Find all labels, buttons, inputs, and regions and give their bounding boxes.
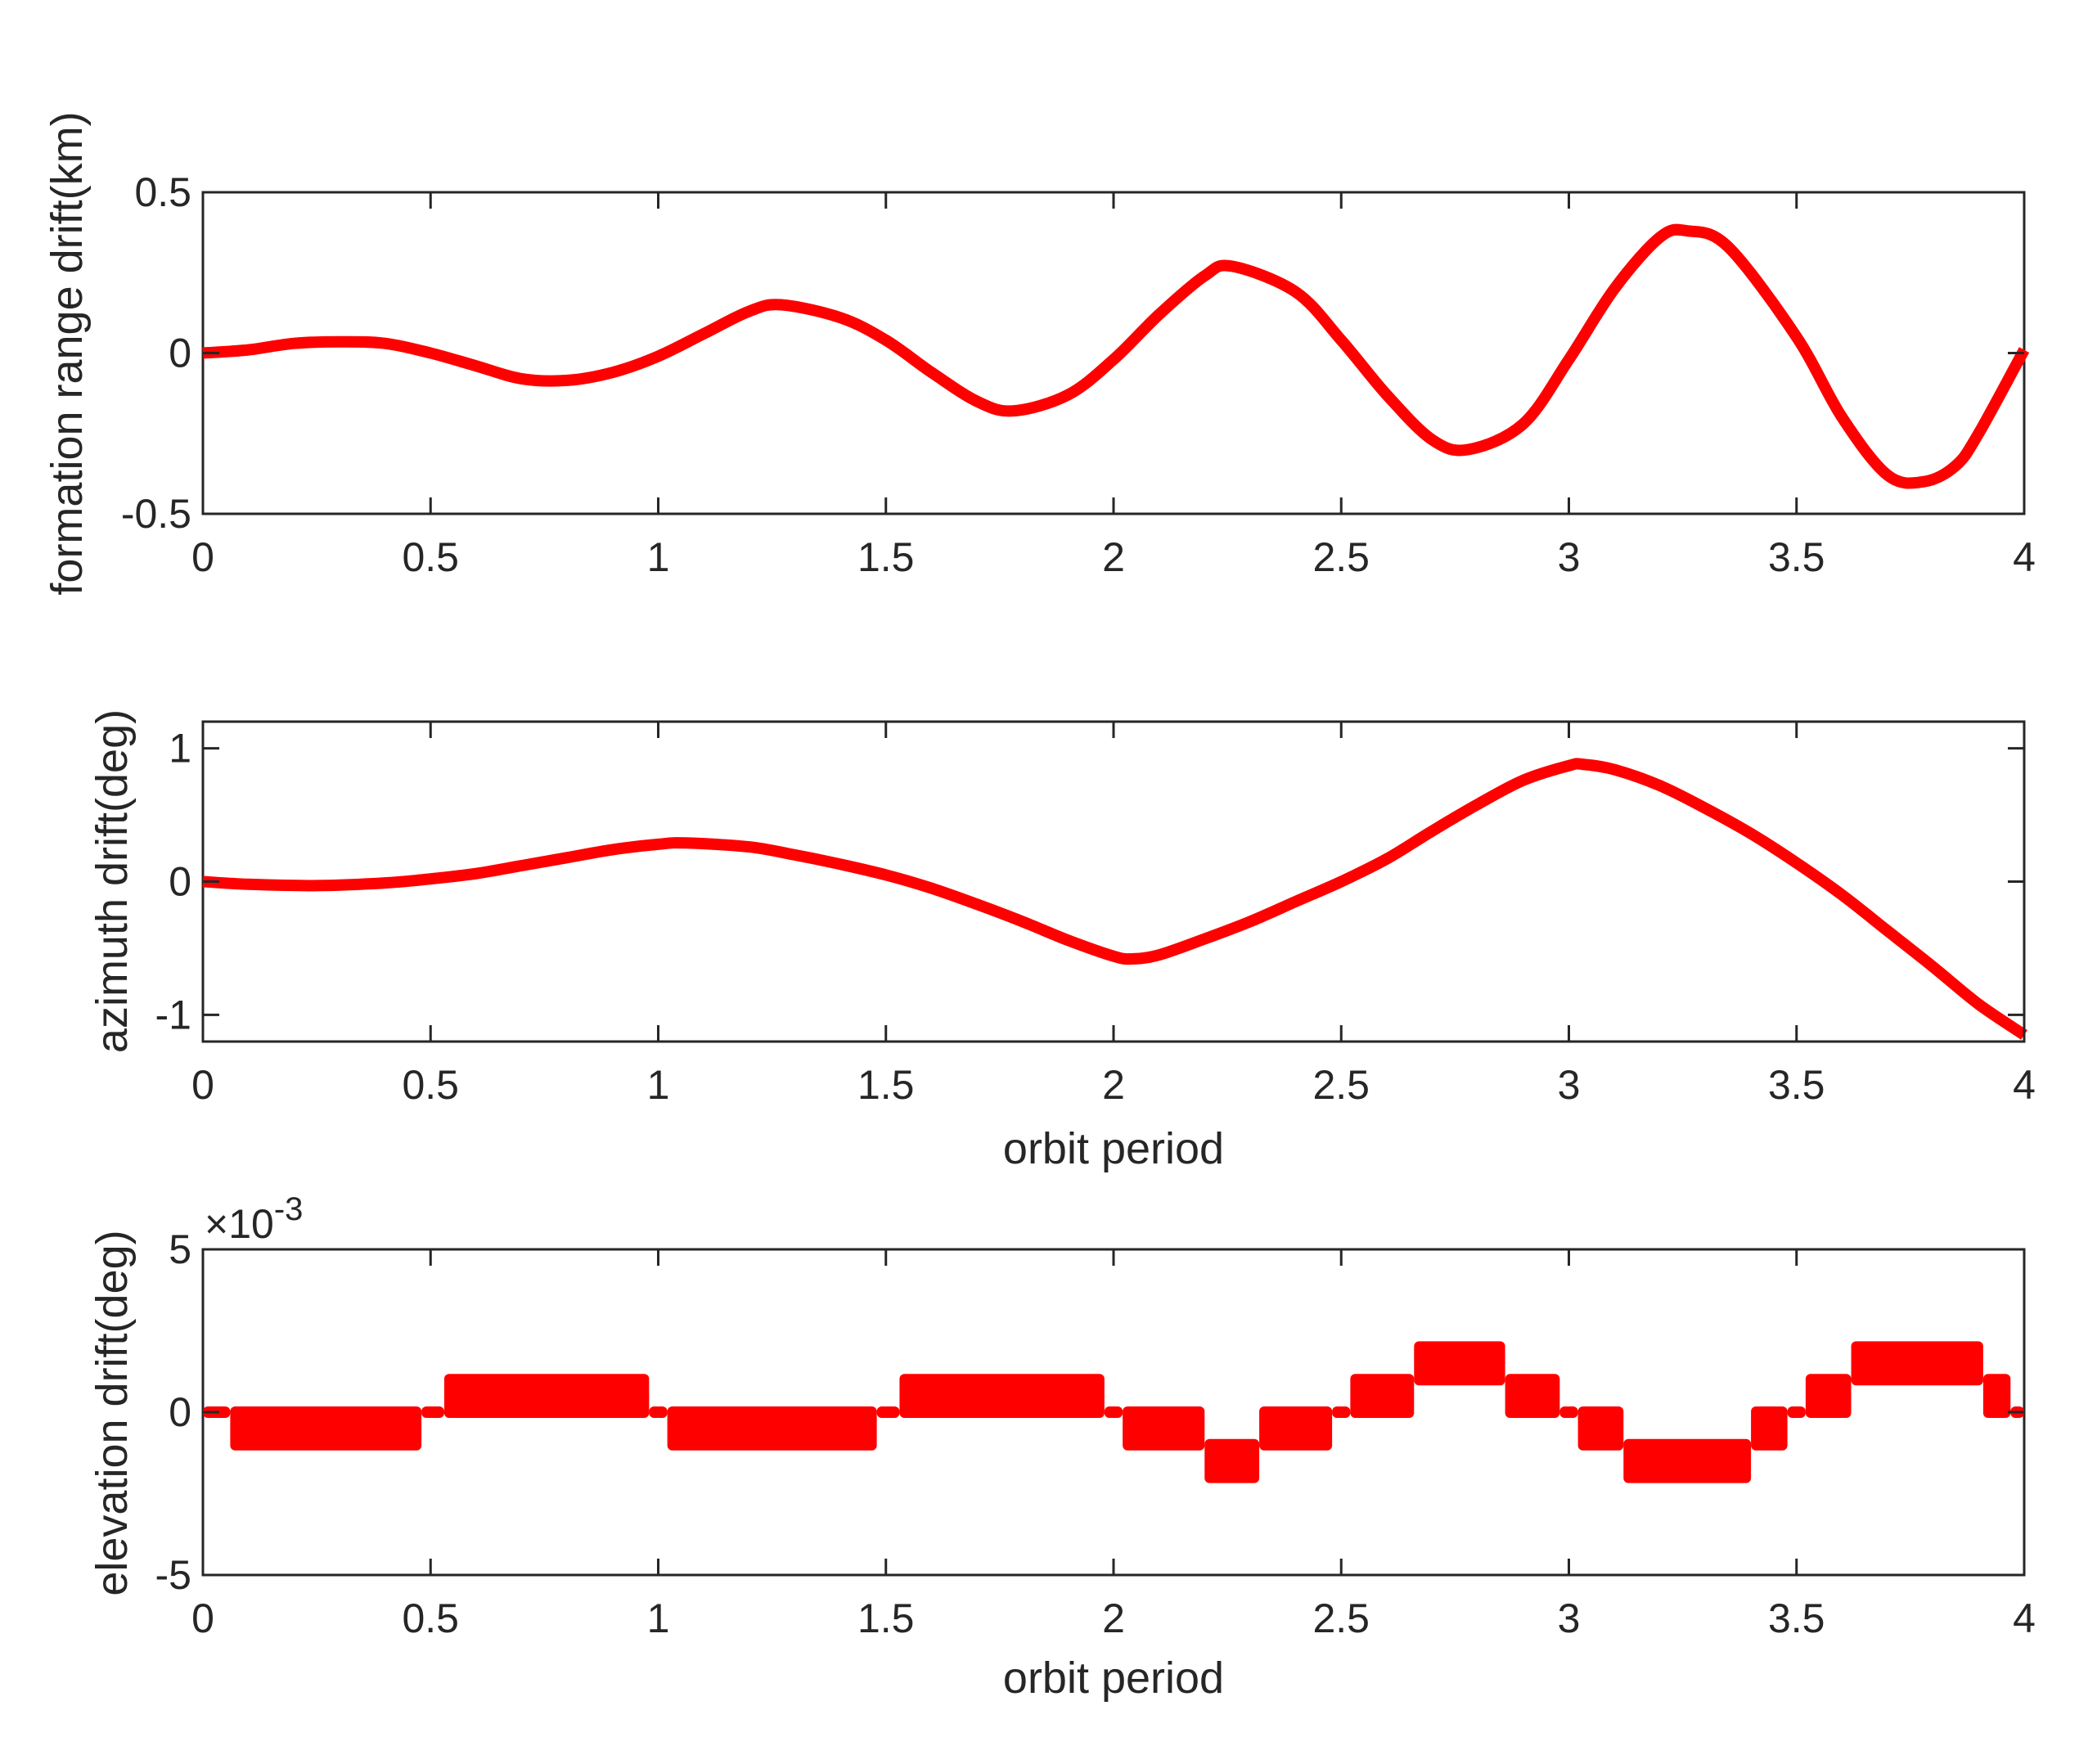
elevation-tick-marks [201,1248,2026,1577]
range-x-tick-label-8: 4 [2013,534,2036,580]
azimuth-x-axis-label: orbit period [1003,1124,1224,1173]
elevation-x-tick-label-6: 3 [1558,1595,1581,1641]
range-x-tick-label-6: 3 [1558,534,1581,580]
azimuth-x-tick-label-4: 2 [1102,1062,1125,1108]
range-x-tick-label-4: 2 [1102,534,1125,580]
azimuth-x-tick-label-2: 1 [647,1062,670,1108]
elevation-quantized-band-16 [1559,1406,1578,1418]
azimuth-tick-marks [201,722,2026,1042]
elevation-quantized-band-12 [1332,1406,1351,1418]
elevation-quantized-band-8 [1104,1406,1123,1418]
elevation-quantized-band-11 [1259,1406,1333,1451]
range-y-tick-labels: -0.5 0 0.5 [121,169,191,537]
azimuth-x-tick-label-8: 4 [2013,1062,2036,1108]
azimuth-x-tick-label-6: 3 [1558,1062,1581,1108]
range-x-tick-label-7: 3.5 [1768,534,1825,580]
elevation-quantized-band-4 [649,1406,668,1418]
elevation-exponent-power: -3 [274,1191,304,1227]
azimuth-x-tick-labels: 0 0.5 1 1.5 2 2.5 3 3.5 4 [191,1062,2036,1108]
range-x-tick-label-0: 0 [191,534,214,580]
range-series-line-0 [202,223,2030,489]
range-tick-marks [201,191,2026,515]
range-y-tick-label-1: 0 [169,331,191,376]
elevation-quantized-band-19 [1751,1406,1788,1451]
elevation-quantized-band-1 [230,1406,422,1451]
elevation-x-tick-label-0: 0 [191,1595,214,1641]
range-y-tick-label-0: -0.5 [121,491,191,537]
panel-elevation: 0 0.5 1 1.5 2 2.5 3 3.5 4 -505 elevation drift(d… [88,1191,2036,1703]
elevation-quantized-band-3 [443,1374,650,1418]
azimuth-y-tick-label-1: 0 [169,859,191,905]
elevation-x-tick-label-7: 3.5 [1768,1595,1825,1641]
elevation-x-tick-label-1: 0.5 [402,1595,459,1641]
elevation-x-tick-label-4: 2 [1102,1595,1125,1641]
azimuth-x-tick-label-7: 3.5 [1768,1062,1825,1108]
elevation-quantized-band-14 [1414,1341,1505,1386]
azimuth-x-tick-label-5: 2.5 [1312,1062,1370,1108]
range-x-tick-label-1: 0.5 [402,534,459,580]
elevation-x-tick-label-8: 4 [2013,1595,2036,1641]
elevation-x-tick-label-2: 1 [647,1595,670,1641]
elevation-quantized-band-10 [1204,1438,1260,1483]
range-y-tick-label-2: 0.5 [134,169,191,215]
range-x-tick-label-3: 1.5 [857,534,915,580]
elevation-y-tick-label-1: 0 [169,1389,191,1435]
elevation-quantized-band-13 [1350,1374,1415,1418]
azimuth-y-tick-label-2: 1 [169,726,191,772]
elevation-quantized-band-23 [1982,1374,2011,1418]
azimuth-y-tick-label-0: -1 [155,992,191,1037]
elevation-quantized-band-20 [1787,1406,1806,1418]
azimuth-plot-area [201,720,2026,1043]
elevation-y-tick-label-0: -5 [155,1552,191,1598]
elevation-quantized-band-6 [876,1406,900,1418]
azimuth-data-line-group [202,758,2027,1040]
range-x-tick-label-2: 1 [647,534,670,580]
elevation-y-tick-labels: -5 0 5 [155,1226,191,1598]
azimuth-x-tick-label-0: 0 [191,1062,214,1108]
azimuth-series-line-0 [202,758,2027,1040]
range-y-axis-label: formation range drift(km) [43,111,92,595]
elevation-quantized-band-9 [1123,1406,1205,1451]
panel-range: 0 0.5 1 1.5 2 2.5 3 3.5 4 -0.500.5 formation ran… [43,111,2036,595]
elevation-x-tick-label-5: 2.5 [1312,1595,1370,1641]
elevation-quantized-band-18 [1623,1438,1752,1483]
elevation-data-group [203,1341,2024,1483]
range-x-tick-labels: 0 0.5 1 1.5 2 2.5 3 3.5 4 [191,534,2036,580]
elevation-exponent-label: ×10-3 [205,1191,303,1247]
elevation-quantized-band-17 [1577,1406,1624,1451]
elevation-y-axis-label: elevation drift(deg) [88,1230,137,1595]
azimuth-x-tick-label-3: 1.5 [857,1062,915,1108]
elevation-x-tick-label-3: 1.5 [857,1595,915,1641]
panel-azimuth: 0 0.5 1 1.5 2 2.5 3 3.5 4 -101 azimuth drift(deg… [88,709,2036,1173]
elevation-x-tick-labels: 0 0.5 1 1.5 2 2.5 3 3.5 4 [191,1595,2036,1641]
elevation-x-axis-label: orbit period [1003,1654,1224,1703]
elevation-quantized-band-2 [421,1406,444,1418]
range-data-line-group [202,223,2030,489]
elevation-y-tick-label-2: 5 [169,1226,191,1272]
azimuth-y-axis-label: azimuth drift(deg) [88,709,137,1053]
elevation-exponent-base: ×10 [205,1201,274,1247]
range-x-tick-label-5: 2.5 [1312,534,1370,580]
elevation-quantized-band-7 [899,1374,1105,1418]
elevation-quantized-band-21 [1805,1374,1852,1418]
elevation-quantized-band-15 [1505,1374,1560,1418]
azimuth-x-tick-label-1: 0.5 [402,1062,459,1108]
elevation-quantized-band-22 [1851,1341,1983,1386]
elevation-quantized-band-5 [667,1406,877,1451]
azimuth-y-tick-labels: -1 0 1 [155,726,191,1038]
